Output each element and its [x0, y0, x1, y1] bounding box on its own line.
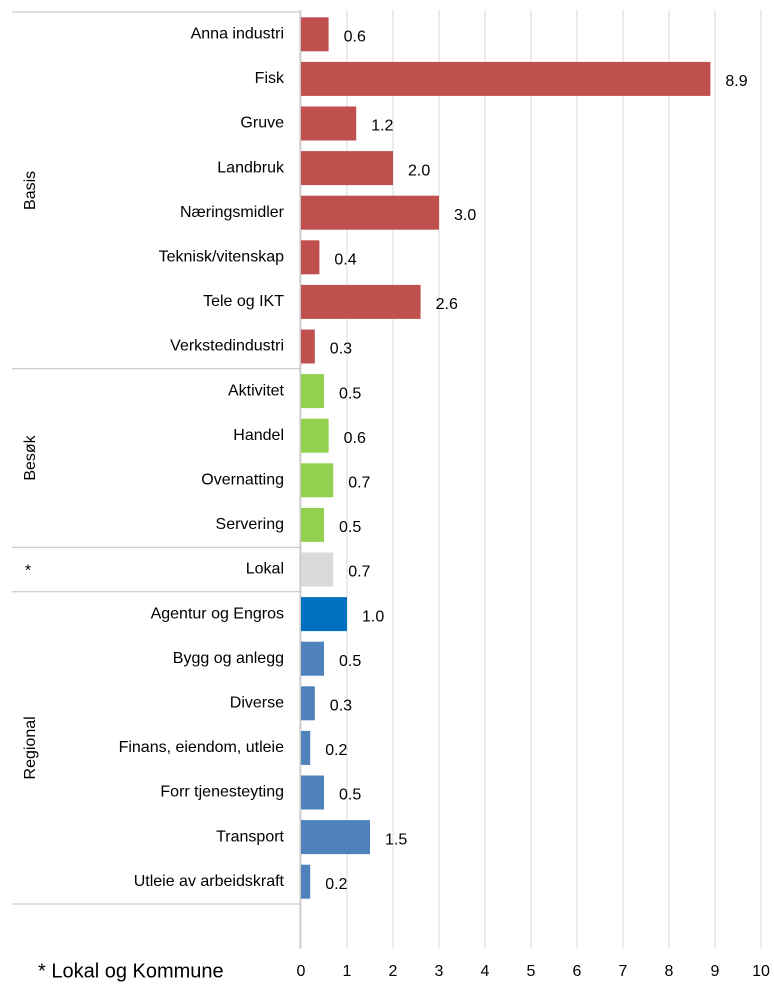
bar — [301, 106, 357, 141]
category-label: Overnatting — [201, 472, 284, 489]
group-label: Basis — [22, 171, 39, 210]
value-label: 0.3 — [330, 341, 352, 358]
category-label: Fisk — [255, 70, 285, 87]
bar — [301, 507, 324, 542]
bar — [301, 463, 334, 498]
bar — [301, 284, 421, 319]
x-tick-label: 8 — [665, 963, 674, 980]
value-label: 2.6 — [436, 296, 458, 313]
x-tick-label: 5 — [527, 963, 536, 980]
category-label: Handel — [233, 427, 284, 444]
category-label: Bygg og anlegg — [173, 650, 284, 667]
category-label: Teknisk/vitenskap — [159, 249, 284, 266]
value-label: 2.0 — [408, 162, 430, 179]
bar — [301, 151, 393, 186]
x-tick-label: 6 — [573, 963, 582, 980]
group-label: Besøk — [22, 434, 39, 480]
category-label: Finans, eiendom, utleie — [119, 739, 285, 756]
value-label: 0.6 — [344, 430, 366, 447]
x-tick-label: 4 — [481, 963, 490, 980]
bar — [301, 730, 311, 765]
category-label: Utleie av arbeidskraft — [134, 873, 285, 890]
bar — [301, 61, 711, 96]
value-label: 0.2 — [325, 742, 347, 759]
bar — [301, 552, 334, 587]
category-label: Aktivitet — [228, 382, 285, 399]
x-tick-label: 7 — [619, 963, 628, 980]
bar — [301, 775, 324, 810]
x-tick-label: 0 — [297, 963, 306, 980]
x-tick-label: 10 — [752, 963, 770, 980]
footnote: * Lokal og Kommune — [38, 960, 224, 982]
bar — [301, 240, 320, 275]
category-label: Anna industri — [191, 26, 284, 43]
value-label: 0.5 — [339, 519, 361, 536]
bar — [301, 329, 315, 364]
value-label: 0.2 — [325, 876, 347, 893]
category-label: Lokal — [246, 561, 284, 578]
value-label: 0.7 — [348, 564, 370, 581]
value-label: 0.5 — [339, 787, 361, 804]
value-label: 0.5 — [339, 653, 361, 670]
group-label: * — [25, 563, 31, 580]
value-label: 8.9 — [725, 73, 747, 90]
category-label: Forr tjenesteyting — [160, 784, 284, 801]
x-tick-label: 1 — [343, 963, 352, 980]
bar — [301, 597, 347, 632]
bar — [301, 195, 439, 230]
category-label: Verkstedindustri — [170, 338, 284, 355]
value-label: 0.5 — [339, 385, 361, 402]
category-label: Transport — [216, 828, 284, 845]
bar — [301, 820, 370, 855]
category-label: Tele og IKT — [203, 293, 284, 310]
category-label: Servering — [216, 516, 284, 533]
bar — [301, 864, 311, 899]
value-label: 0.6 — [344, 29, 366, 46]
value-label: 1.2 — [371, 118, 393, 135]
bar — [301, 374, 324, 409]
x-tick-label: 2 — [389, 963, 398, 980]
group-label: Regional — [22, 716, 39, 779]
bar — [301, 17, 329, 52]
category-label: Diverse — [230, 695, 284, 712]
x-tick-label: 3 — [435, 963, 444, 980]
category-label: Landbruk — [217, 159, 285, 176]
category-label: Næringsmidler — [180, 204, 285, 221]
value-label: 1.5 — [385, 831, 407, 848]
category-label: Gruve — [240, 115, 284, 132]
value-label: 0.7 — [348, 475, 370, 492]
value-label: 1.0 — [362, 608, 384, 625]
category-label: Agentur og Engros — [151, 605, 284, 622]
value-label: 3.0 — [454, 207, 476, 224]
bar — [301, 686, 315, 721]
bar — [301, 641, 324, 676]
value-label: 0.3 — [330, 698, 352, 715]
value-label: 0.4 — [334, 252, 356, 269]
bar — [301, 418, 329, 453]
x-tick-label: 9 — [711, 963, 720, 980]
